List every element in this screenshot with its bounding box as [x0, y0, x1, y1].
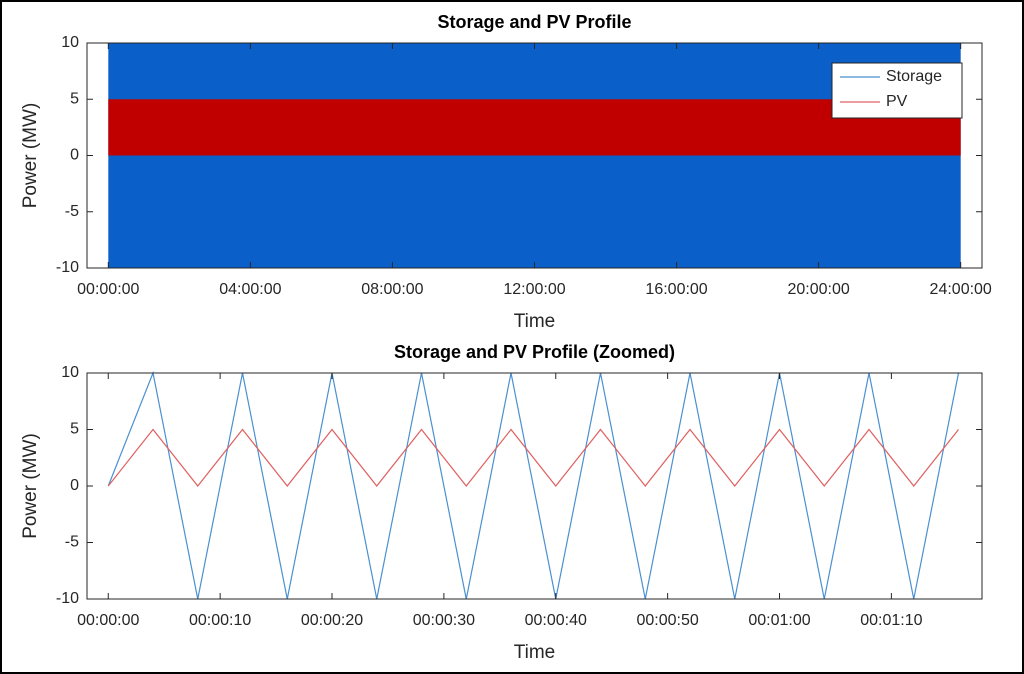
y-tick-label: 0: [70, 477, 79, 494]
x-tick-label: 00:00:20: [301, 612, 363, 629]
chart-title: Storage and PV Profile (Zoomed): [394, 342, 675, 362]
line: [107, 370, 960, 600]
x-tick-label: 00:00:00: [77, 612, 139, 629]
x-tick-label: 00:00:50: [636, 612, 698, 629]
chart-title: Storage and PV Profile: [437, 12, 631, 32]
x-tick-label: 00:01:00: [748, 612, 810, 629]
y-tick-label: -5: [65, 534, 79, 551]
x-tick-label: 12:00:00: [503, 281, 565, 298]
x-tick-label: 00:00:40: [525, 612, 587, 629]
x-tick-label: 00:01:10: [860, 612, 922, 629]
x-axis-label: Time: [514, 311, 556, 332]
x-tick-label: 16:00:00: [645, 281, 707, 298]
range-band: [108, 99, 961, 156]
y-tick-label: 10: [61, 34, 79, 51]
x-tick-label: 00:00:30: [413, 612, 475, 629]
y-tick-label: 0: [70, 147, 79, 164]
x-axis-label: Time: [514, 642, 556, 663]
x-tick-label: 20:00:00: [787, 281, 849, 298]
line: [107, 428, 959, 487]
x-tick-label: 00:00:10: [189, 612, 251, 629]
legend-box: [831, 62, 963, 119]
x-tick-label: 08:00:00: [361, 281, 423, 298]
plot-area: [87, 373, 982, 599]
y-tick-label: -10: [56, 259, 79, 276]
y-tick-label: 10: [61, 364, 79, 381]
y-tick-label: 5: [70, 421, 79, 438]
legend-label: PV: [886, 93, 908, 110]
x-tick-label: 00:00:00: [77, 281, 139, 298]
x-tick-label: 24:00:00: [930, 281, 992, 298]
legend-label: Storage: [886, 68, 942, 85]
y-tick-label: -10: [56, 590, 79, 607]
y-tick-label: -5: [65, 203, 79, 220]
y-axis-label: Power (MW): [20, 103, 41, 209]
y-tick-label: 5: [70, 90, 79, 107]
x-tick-label: 04:00:00: [219, 281, 281, 298]
y-axis-label: Power (MW): [20, 433, 41, 539]
